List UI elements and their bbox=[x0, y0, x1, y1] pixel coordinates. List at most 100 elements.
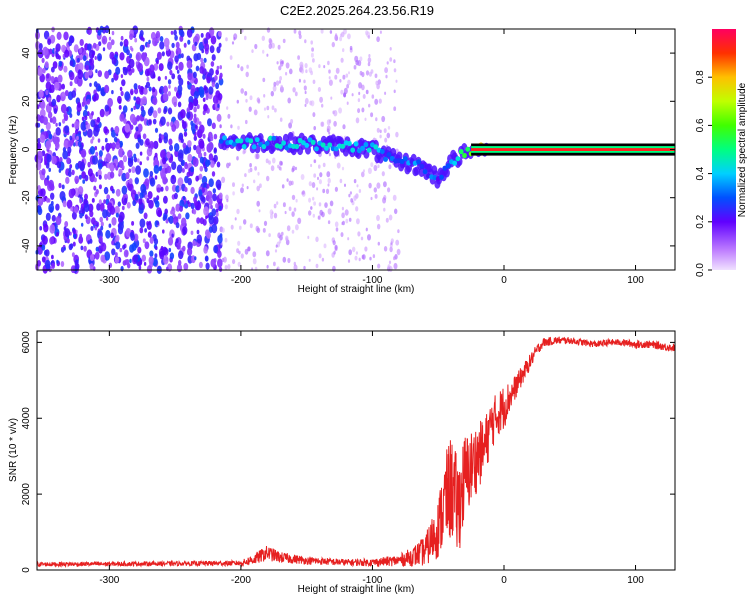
noise-blob bbox=[61, 184, 65, 190]
noise-blob bbox=[385, 74, 388, 79]
noise-blob bbox=[171, 124, 177, 132]
noise-blob bbox=[104, 251, 111, 261]
noise-blob bbox=[249, 163, 252, 168]
noise-blob bbox=[154, 175, 158, 180]
noise-blob bbox=[190, 230, 194, 235]
noise-blob bbox=[227, 113, 231, 119]
track-point bbox=[439, 174, 444, 180]
noise-blob bbox=[162, 246, 168, 256]
noise-blob bbox=[212, 193, 217, 202]
noise-blob bbox=[387, 264, 391, 270]
noise-blob bbox=[178, 53, 182, 59]
noise-blob bbox=[270, 213, 274, 220]
noise-blob bbox=[345, 73, 349, 78]
noise-blob bbox=[137, 85, 141, 90]
noise-blob bbox=[126, 49, 130, 56]
noise-blob bbox=[310, 100, 315, 107]
track-point bbox=[340, 143, 346, 149]
noise-blob bbox=[269, 209, 274, 216]
noise-blob bbox=[318, 179, 322, 185]
noise-blob bbox=[117, 201, 122, 207]
noise-blob bbox=[310, 52, 314, 58]
noise-blob bbox=[193, 196, 197, 203]
noise-blob bbox=[93, 127, 99, 137]
noise-blob bbox=[37, 150, 43, 160]
noise-blob bbox=[139, 227, 144, 234]
noise-blob bbox=[193, 53, 199, 62]
noise-blob bbox=[347, 259, 351, 263]
noise-blob bbox=[37, 137, 41, 144]
noise-blob bbox=[93, 185, 97, 191]
noise-blob bbox=[342, 220, 345, 226]
noise-blob bbox=[130, 90, 134, 96]
noise-blob bbox=[350, 198, 354, 203]
noise-blob bbox=[354, 55, 359, 63]
noise-blob bbox=[168, 84, 171, 89]
noise-blob bbox=[62, 147, 66, 153]
noise-blob bbox=[396, 248, 401, 256]
noise-blob bbox=[165, 44, 170, 51]
noise-blob bbox=[292, 87, 296, 93]
noise-blob bbox=[357, 231, 361, 237]
noise-blob bbox=[236, 208, 240, 215]
noise-blob bbox=[167, 107, 173, 115]
noise-blob bbox=[103, 126, 108, 134]
noise-blob bbox=[323, 65, 326, 69]
noise-blob bbox=[213, 216, 219, 225]
noise-blob bbox=[346, 101, 349, 105]
noise-blob bbox=[316, 187, 319, 191]
noise-blob bbox=[56, 161, 62, 169]
noise-blob bbox=[171, 184, 177, 192]
noise-blob bbox=[367, 35, 371, 39]
noise-blob bbox=[88, 68, 93, 76]
noise-blob bbox=[122, 105, 128, 113]
noise-blob bbox=[212, 95, 219, 105]
noise-blob bbox=[100, 254, 106, 263]
noise-blob bbox=[328, 79, 333, 86]
noise-blob bbox=[321, 211, 325, 218]
noise-blob bbox=[209, 68, 214, 76]
noise-blob bbox=[183, 131, 188, 137]
noise-blob bbox=[386, 61, 389, 65]
noise-blob bbox=[208, 178, 214, 188]
noise-blob bbox=[262, 49, 265, 54]
noise-blob bbox=[193, 91, 199, 100]
noise-blob bbox=[56, 94, 61, 103]
noise-blob bbox=[120, 74, 124, 79]
noise-blob bbox=[321, 257, 325, 262]
noise-blob bbox=[361, 171, 365, 178]
noise-blob bbox=[232, 191, 235, 196]
noise-blob bbox=[284, 210, 287, 215]
noise-blob bbox=[123, 38, 129, 47]
noise-blob bbox=[393, 262, 398, 270]
noise-blob bbox=[335, 227, 339, 232]
noise-blob bbox=[327, 60, 330, 66]
track-point bbox=[416, 159, 421, 165]
noise-blob bbox=[84, 104, 88, 111]
noise-blob bbox=[282, 202, 286, 208]
noise-blob bbox=[196, 229, 200, 235]
noise-blob bbox=[193, 144, 197, 151]
noise-blob bbox=[39, 196, 43, 202]
noise-blob bbox=[192, 71, 197, 79]
track-point bbox=[264, 140, 270, 146]
noise-blob bbox=[286, 225, 291, 232]
noise-blob bbox=[266, 27, 271, 33]
noise-blob bbox=[274, 249, 278, 253]
noise-blob bbox=[334, 186, 338, 192]
noise-blob bbox=[318, 253, 322, 259]
noise-blob bbox=[37, 185, 41, 191]
noise-blob bbox=[245, 98, 248, 103]
noise-blob bbox=[67, 171, 72, 177]
noise-blob bbox=[157, 76, 161, 82]
x-tick-label: -100 bbox=[362, 275, 382, 286]
noise-blob bbox=[359, 56, 363, 62]
noise-blob bbox=[389, 246, 393, 253]
noise-blob bbox=[129, 53, 133, 59]
noise-blob bbox=[203, 38, 208, 45]
noise-blob bbox=[102, 209, 108, 219]
noise-blob bbox=[115, 188, 121, 197]
noise-blob bbox=[253, 109, 258, 116]
noise-blob bbox=[328, 69, 331, 74]
noise-blob bbox=[61, 91, 65, 97]
